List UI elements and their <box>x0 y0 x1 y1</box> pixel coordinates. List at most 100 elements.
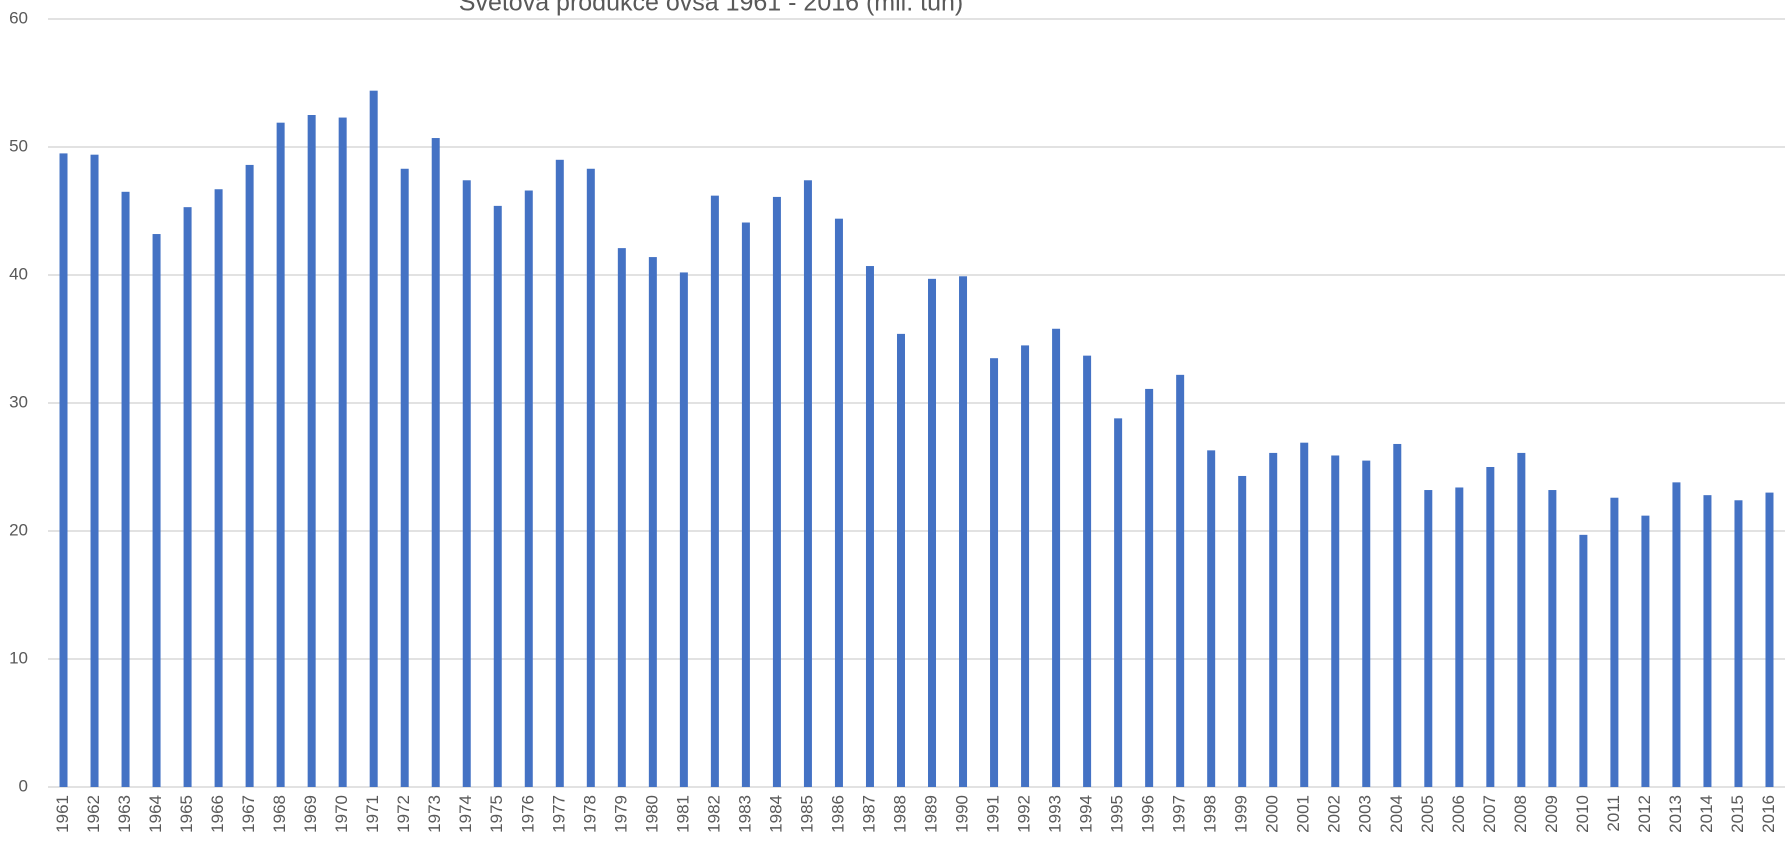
x-tick-label: 1974 <box>456 795 475 833</box>
x-tick-label: 1975 <box>487 795 506 833</box>
bar <box>1052 328 1061 787</box>
bar <box>1114 418 1123 787</box>
x-tick-label: 1989 <box>921 795 940 833</box>
x-tick-label: 1999 <box>1232 795 1251 833</box>
x-tick-label: 1977 <box>549 795 568 833</box>
bar <box>1331 455 1340 787</box>
x-tick-label: 1991 <box>984 795 1003 833</box>
bar <box>741 222 750 787</box>
bar <box>1548 490 1557 787</box>
bar <box>400 168 409 787</box>
x-tick-label: 1980 <box>642 795 661 833</box>
y-tick-label: 40 <box>9 264 28 283</box>
x-tick-label: 2005 <box>1418 795 1437 833</box>
bar <box>338 117 347 787</box>
y-tick-label: 50 <box>9 136 28 155</box>
x-tick-label: 2010 <box>1573 795 1592 833</box>
bar <box>1641 515 1650 787</box>
bar <box>1207 450 1216 787</box>
bar <box>1579 534 1588 787</box>
bar <box>245 164 254 788</box>
y-tick-label: 20 <box>9 520 28 539</box>
bar <box>1703 495 1712 787</box>
y-tick-label: 30 <box>9 392 28 411</box>
bar <box>59 153 68 787</box>
bar <box>183 207 192 787</box>
bar <box>1610 497 1619 787</box>
x-tick-label: 2002 <box>1325 795 1344 833</box>
bar <box>1486 467 1495 787</box>
bar <box>928 278 937 787</box>
bar <box>1393 443 1402 787</box>
x-tick-label: 1986 <box>828 795 847 833</box>
x-tick-label: 1978 <box>580 795 599 833</box>
bar <box>524 190 533 787</box>
bar <box>90 154 99 787</box>
bar <box>1238 475 1247 787</box>
x-tick-label: 2006 <box>1449 795 1468 833</box>
bar <box>1176 374 1185 787</box>
x-tick-label: 2001 <box>1294 795 1313 833</box>
bar <box>1672 482 1681 787</box>
bar <box>772 196 781 788</box>
x-tick-label: 2012 <box>1635 795 1654 833</box>
x-tick-label: 1971 <box>363 795 382 833</box>
bar <box>679 272 688 787</box>
bar <box>1083 355 1092 787</box>
chart-title: Světová produkce ovsa 1961 - 2016 (mil. … <box>459 0 963 17</box>
bar <box>1517 452 1526 787</box>
bar <box>462 180 471 787</box>
x-tick-label: 2000 <box>1263 795 1282 833</box>
x-tick-label: 1996 <box>1139 795 1158 833</box>
x-tick-label: 1966 <box>208 795 227 833</box>
bar <box>1362 460 1371 787</box>
x-tick-label: 2009 <box>1542 795 1561 833</box>
bar <box>431 138 440 788</box>
bar <box>493 205 502 787</box>
bar <box>214 189 223 788</box>
bar <box>1300 442 1309 787</box>
x-tick-label: 2014 <box>1697 795 1716 833</box>
x-tick-label: 1998 <box>1201 795 1220 833</box>
x-tick-label: 1982 <box>704 795 723 833</box>
bar <box>555 159 564 788</box>
x-tick-label: 1961 <box>53 795 72 833</box>
x-tick-label: 2016 <box>1759 795 1778 833</box>
bar <box>1455 487 1464 787</box>
bar <box>617 248 626 787</box>
x-tick-label: 1997 <box>1170 795 1189 833</box>
x-tick-label: 2015 <box>1728 795 1747 833</box>
bar <box>1145 388 1154 787</box>
bar <box>586 168 595 787</box>
bar <box>834 218 843 787</box>
x-tick-label: 1987 <box>859 795 878 833</box>
bar <box>710 195 719 787</box>
x-tick-label: 1988 <box>890 795 909 833</box>
bar <box>276 122 285 788</box>
bar <box>1269 452 1278 787</box>
bar <box>307 115 316 787</box>
x-tick-label: 1968 <box>270 795 289 833</box>
x-tick-label: 1967 <box>239 795 258 833</box>
x-tick-label: 1990 <box>953 795 972 833</box>
bar <box>1424 490 1433 787</box>
x-tick-label: 2013 <box>1666 795 1685 833</box>
bar <box>803 180 812 787</box>
bar <box>1021 345 1030 787</box>
x-tick-label: 1995 <box>1108 795 1127 833</box>
x-tick-label: 1979 <box>611 795 630 833</box>
x-tick-label: 1981 <box>673 795 692 833</box>
x-tick-label: 1992 <box>1015 795 1034 833</box>
x-tick-label: 2011 <box>1604 795 1623 832</box>
bar <box>1734 500 1743 787</box>
x-tick-label: 1962 <box>84 795 103 833</box>
bar <box>648 257 657 788</box>
bar <box>369 90 378 788</box>
x-tick-label: 1984 <box>766 795 785 833</box>
x-tick-label: 2008 <box>1511 795 1530 833</box>
x-tick-label: 2004 <box>1387 795 1406 833</box>
bar <box>865 266 874 787</box>
bar <box>959 276 968 787</box>
